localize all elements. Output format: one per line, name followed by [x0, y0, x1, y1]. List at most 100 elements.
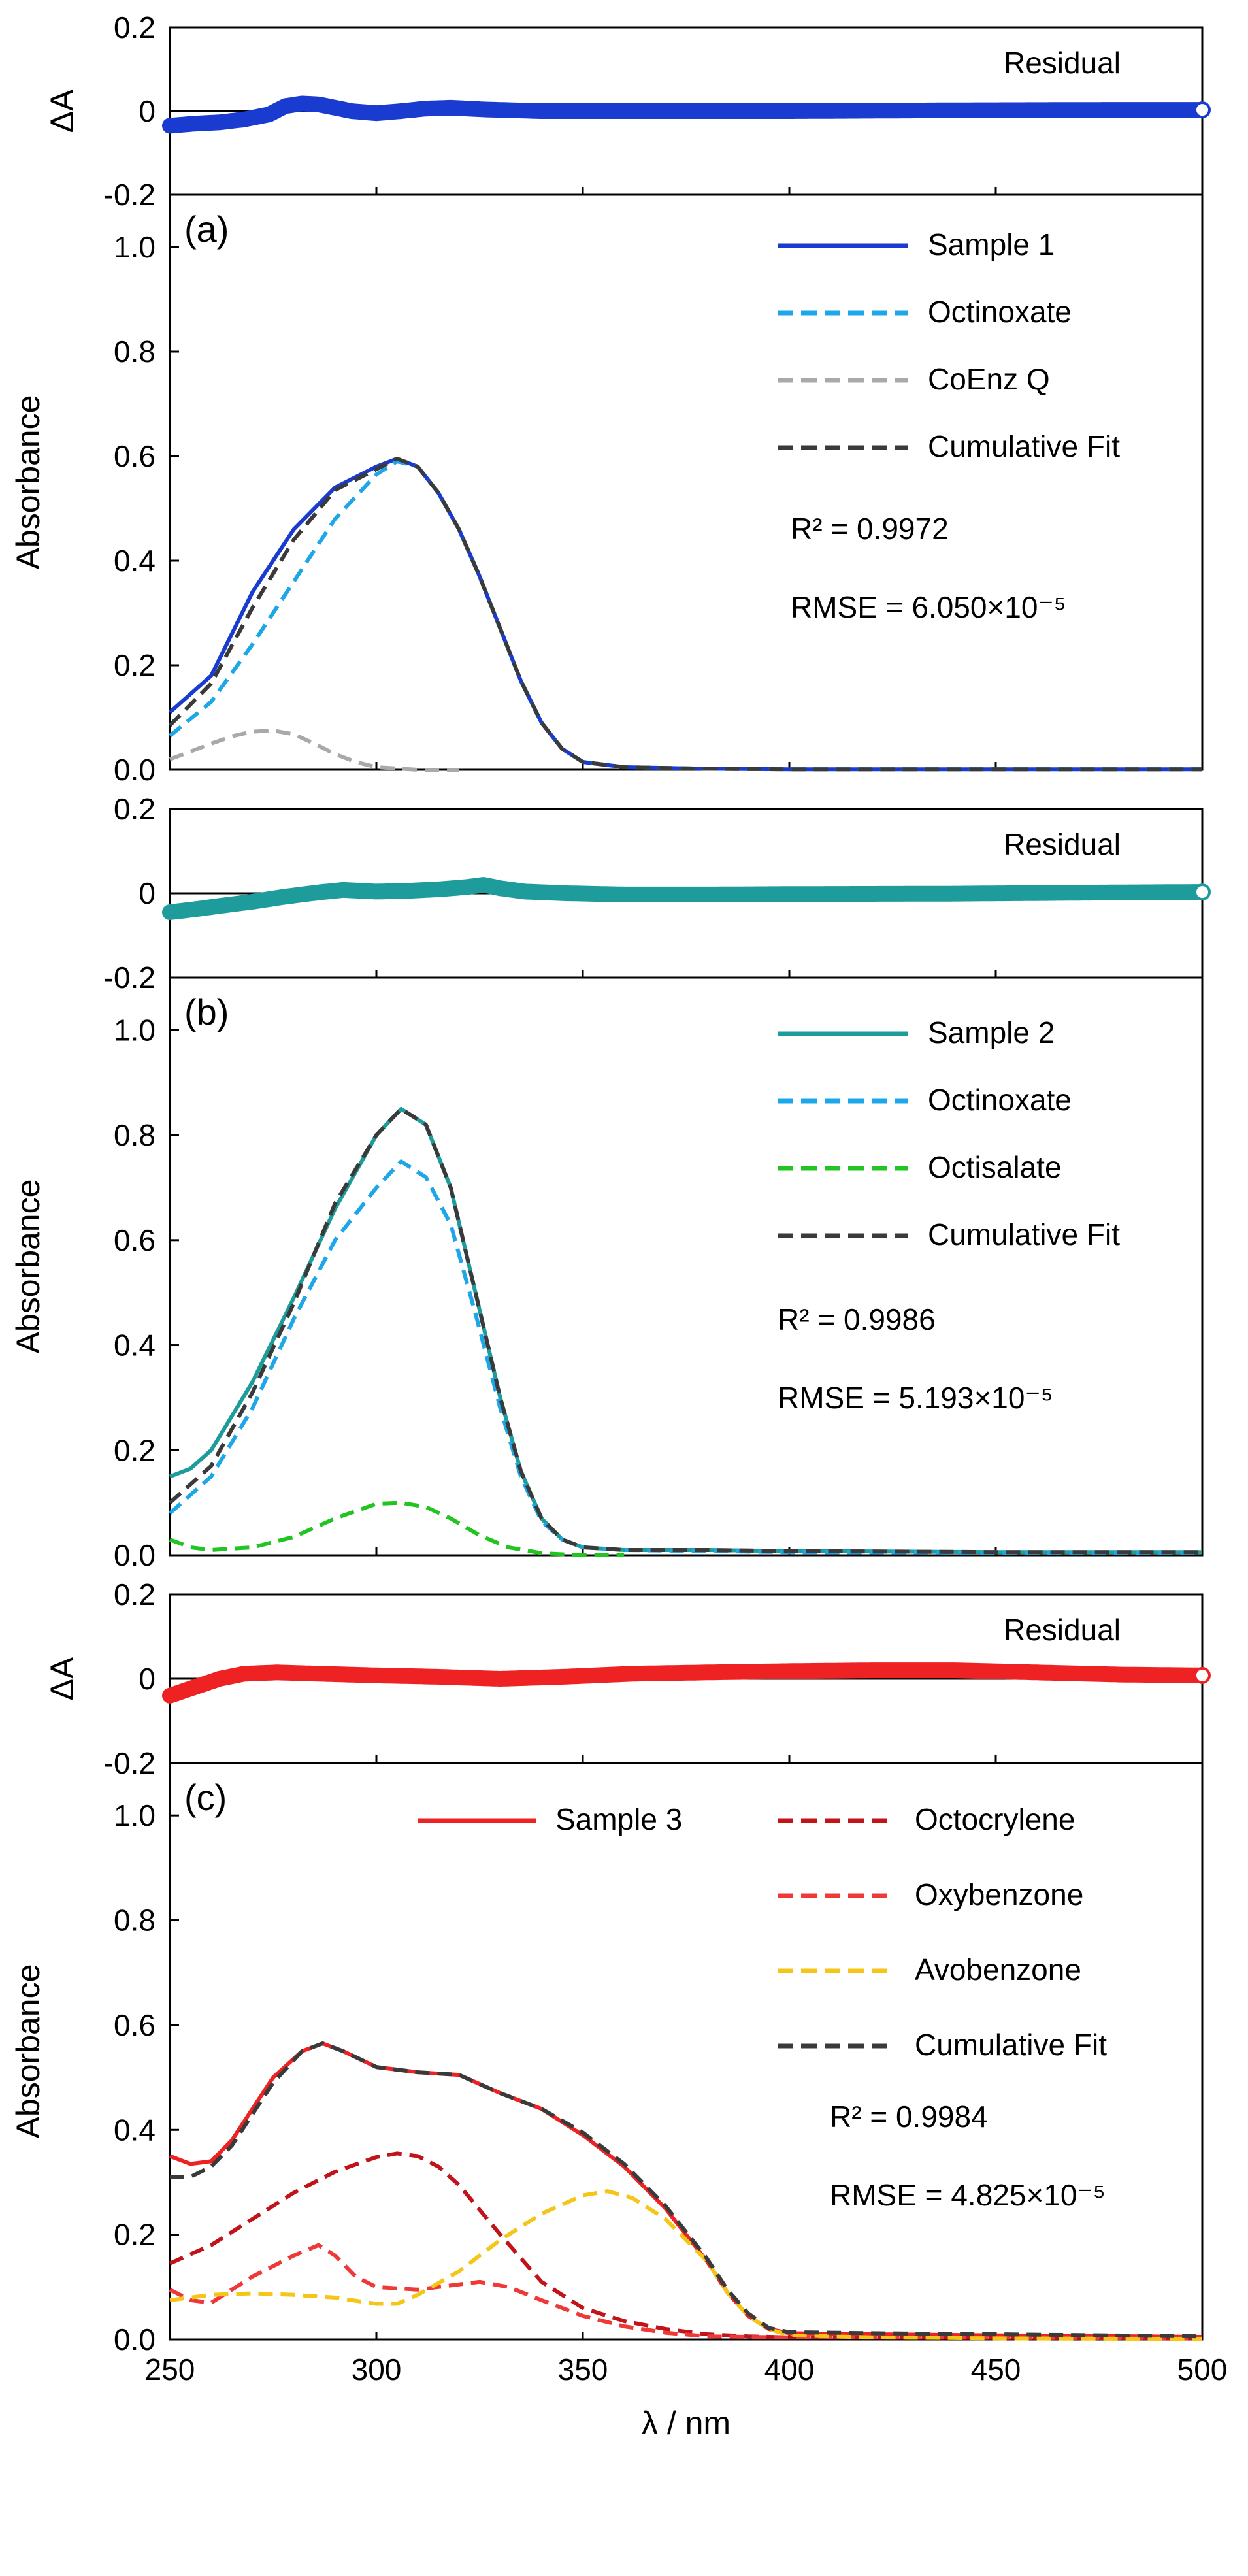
residual-point [395, 105, 407, 117]
residual-point [436, 883, 449, 895]
y-tick-label: 0.6 [114, 1223, 156, 1257]
residual-point [370, 107, 382, 120]
series-line-octocrylene [169, 2151, 1203, 2341]
residual-points [164, 879, 1211, 919]
residual-points [164, 1664, 1211, 1702]
residual-point [478, 879, 490, 891]
residual-point [560, 887, 572, 899]
residual-point [428, 1670, 440, 1683]
residual-point [296, 97, 308, 110]
y-tick-label: 0.2 [114, 1577, 156, 1611]
legend-label: Sample 2 [928, 1016, 1055, 1049]
residual-point [403, 885, 416, 897]
residual-point [519, 885, 531, 898]
y-tick-label: 0.2 [114, 2218, 156, 2252]
series-line-octinoxate [169, 459, 1202, 772]
rmse: RMSE = 4.825×10⁻⁵ [830, 2178, 1106, 2212]
y-tick-label: 0.2 [114, 792, 156, 826]
chart-panel-b-residual: 0.2 0 -0.2 Residual [104, 792, 1211, 995]
residual-point [618, 888, 631, 900]
x-tick-label: 500 [1177, 2353, 1228, 2386]
y-tick-label: 0 [139, 876, 156, 910]
residual-point [246, 895, 259, 908]
chart-panel-c-residual: 0.2 0 -0.2 ΔA Residual [44, 1577, 1211, 1780]
legend: Sample 1 Octinoxate CoEnz Q Cumulative Fit [778, 227, 1120, 463]
residual-point [1113, 886, 1126, 899]
residual-points [164, 97, 1211, 132]
residual-point [213, 116, 225, 129]
residual-point [312, 98, 325, 110]
residual-point [370, 885, 382, 898]
residual-point [188, 118, 201, 130]
y-tick-label: 0.0 [114, 753, 156, 787]
residual-point [783, 105, 795, 117]
residual-title: Residual [1004, 827, 1121, 861]
series-line-cumulative-fit [168, 457, 1202, 772]
panel-label: (c) [184, 1777, 227, 1818]
y-tick-label: 0.4 [114, 1329, 156, 1362]
y-axis-label: ΔA [44, 89, 80, 133]
y-tick-label: 1.0 [114, 230, 156, 264]
y-tick-label: -0.2 [104, 961, 156, 995]
series-line-sample-1 [169, 457, 1202, 772]
residual-point [188, 903, 201, 916]
residual-point [494, 882, 506, 895]
residual-point [700, 105, 713, 117]
residual-point [1113, 104, 1126, 116]
series-line-coenz-q [169, 729, 459, 772]
residual-point [494, 1673, 506, 1685]
residual-point [164, 120, 176, 132]
residual-title: Residual [1004, 1613, 1121, 1647]
legend-label: Avobenzone [915, 1953, 1081, 1987]
residual-point [1031, 1666, 1043, 1679]
residual-point [626, 1668, 638, 1680]
y-tick-label: 0 [139, 1662, 156, 1696]
residual-point [213, 1673, 225, 1685]
residual-point [866, 1664, 878, 1677]
y-tick-label: 0.0 [114, 1538, 156, 1572]
rmse: RMSE = 6.050×10⁻⁵ [791, 590, 1066, 624]
series-line-octinoxate [169, 1159, 1202, 1555]
residual-point [419, 103, 432, 115]
y-axis-label: Absorbance [10, 1964, 46, 2139]
y-tick-label: 0.4 [114, 2113, 156, 2147]
residual-title: Residual [1004, 46, 1121, 80]
y-tick-label: -0.2 [104, 1746, 156, 1780]
y-tick-label: 0.4 [114, 544, 156, 578]
x-tick-label: 450 [971, 2353, 1021, 2386]
x-axis-label: λ / nm [642, 2405, 731, 2441]
residual-point [370, 1669, 382, 1681]
legend-label: Oxybenzone [915, 1877, 1083, 1911]
series-line-oxybenzone [169, 2243, 1203, 2341]
y-axis-label: Absorbance [10, 1180, 46, 1354]
x-tick-label: 300 [352, 2353, 402, 2386]
r-squared: R² = 0.9984 [830, 2100, 988, 2134]
residual-point [461, 881, 474, 893]
y-tick-label: 0.6 [114, 2008, 156, 2042]
y-tick-label: 0.8 [114, 335, 156, 369]
chart-panel-a-residual: 0.2 0 -0.2 ΔA Residual [44, 10, 1211, 212]
plot-frame [169, 976, 1204, 1557]
residual-point [238, 1668, 250, 1680]
residual-point [560, 1670, 572, 1683]
y-tick-label: 0.2 [114, 648, 156, 682]
residual-point [337, 883, 350, 896]
residual-point [478, 103, 490, 116]
x-tick-label: 350 [558, 2353, 608, 2386]
legend-label: Cumulative Fit [928, 1217, 1120, 1251]
series-line-octisalate [169, 1500, 625, 1557]
series-line-avobenzone [169, 2189, 1203, 2341]
chart-panel-b-main: 0.0 0.2 0.4 0.6 0.8 1.0 Absorbance (b) Sample 2 O… [10, 976, 1204, 1572]
y-tick-label: 0.2 [114, 1433, 156, 1467]
legend: Sample 2 Octinoxate Octisalate Cumulative F… [778, 1016, 1120, 1251]
residual-point [700, 888, 713, 900]
residual-point [329, 101, 341, 114]
residual-point [783, 1665, 795, 1677]
legend-label: Cumulative Fit [915, 2028, 1107, 2062]
y-tick-label: 0.8 [114, 1904, 156, 1938]
residual-point [783, 888, 795, 900]
residual-end-marker [1194, 883, 1211, 901]
residual-point [279, 891, 291, 903]
residual-point [948, 1664, 961, 1677]
